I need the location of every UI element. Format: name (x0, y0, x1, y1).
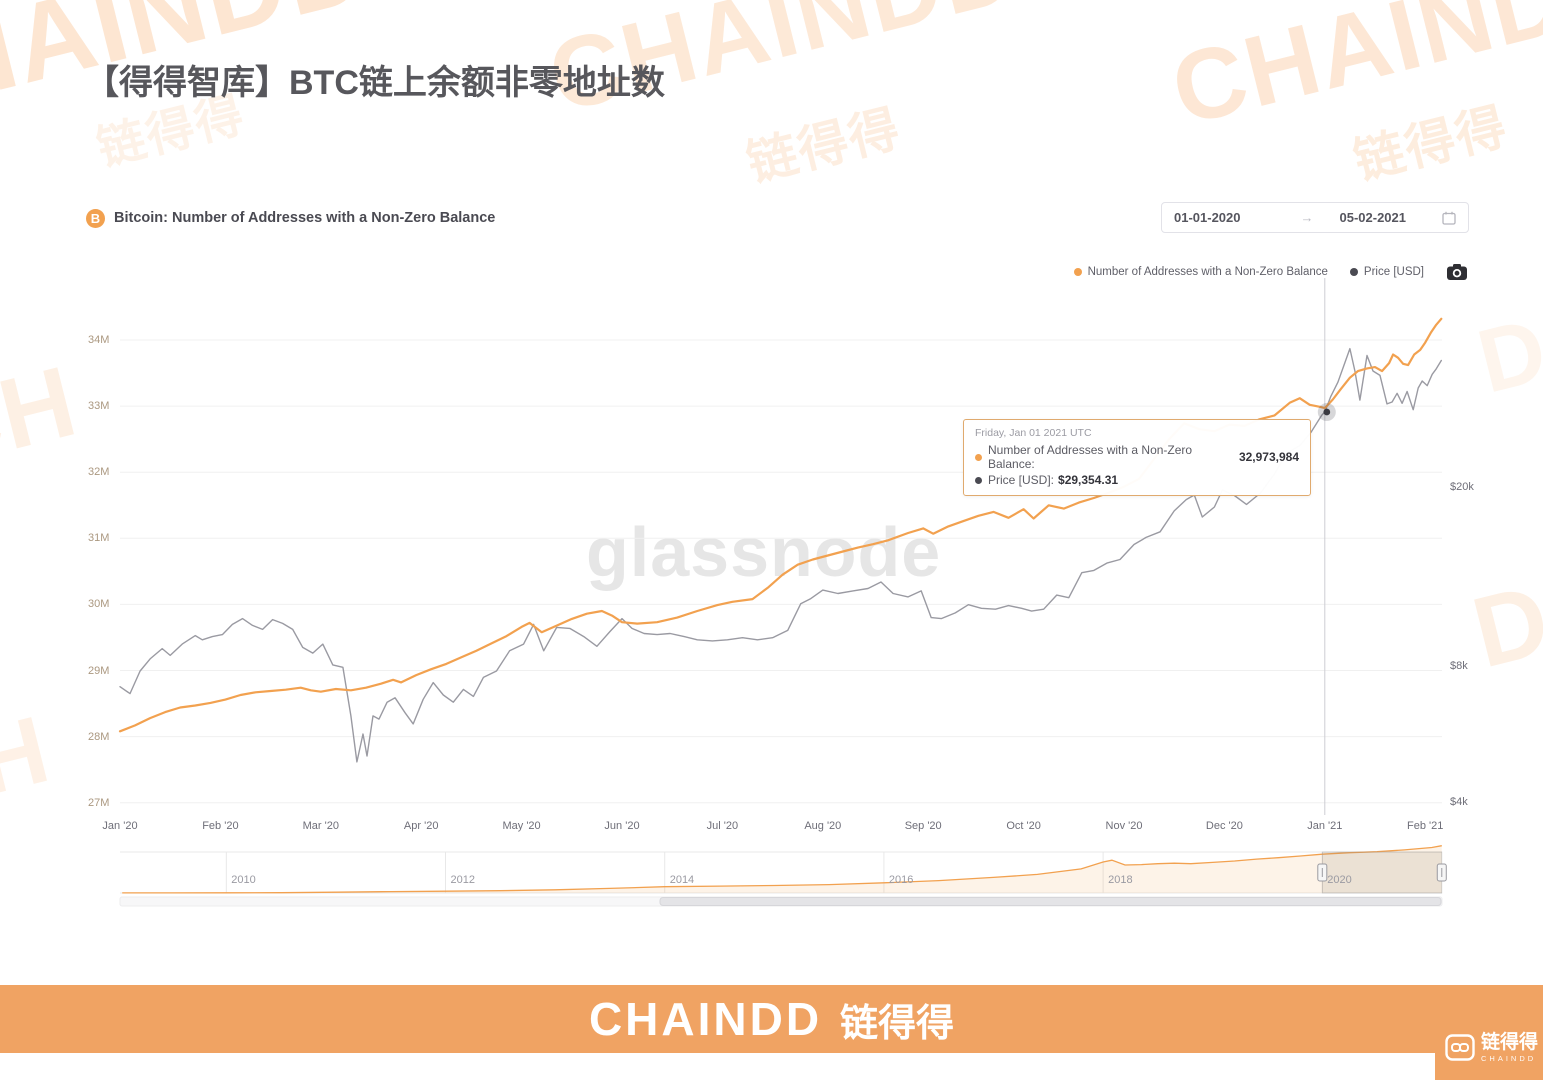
corner-logo: 链得得 CHAINDD (1435, 1015, 1543, 1080)
xlab: Oct '20 (1006, 820, 1041, 832)
page-title: 【得得智库】BTC链上余额非零地址数 (85, 64, 665, 102)
xlab: May '20 (502, 820, 541, 832)
camera-export-button[interactable] (1446, 263, 1468, 281)
xlab: Sep '20 (904, 820, 942, 832)
xlab: Mar '20 (302, 820, 339, 832)
footer-brand-cjk: 链得得 (840, 1002, 955, 1045)
mini-year: 2016 (888, 874, 914, 886)
mini-year: 2018 (1108, 874, 1133, 886)
ylab-right: $4k (1450, 795, 1468, 808)
tooltip-row-price: Price [USD]: $29,354.31 (975, 473, 1299, 487)
corner-logo-cjk: 链得得 (1481, 1031, 1539, 1053)
mini-year: 2020 (1327, 874, 1352, 886)
date-range-picker[interactable]: 01-01-2020 → 05-02-2021 (1161, 202, 1469, 233)
ylab-left: 32M (88, 466, 110, 479)
ylab-left: 33M (88, 400, 110, 413)
chain-logo-icon (1445, 1034, 1475, 1061)
legend-item-addresses[interactable]: Number of Addresses with a Non-Zero Bala… (1073, 266, 1328, 278)
xlab: Apr '20 (403, 820, 439, 832)
mini-year: 2014 (669, 874, 695, 886)
xlab: Aug '20 (804, 820, 842, 832)
xlab: Feb '21 (1407, 820, 1444, 832)
xlab: Jul '20 (706, 820, 739, 832)
chart-title: Bitcoin: Number of Addresses with a Non-… (114, 210, 496, 226)
tooltip-dot-price-icon (975, 476, 982, 484)
footer-brand-bar: CHAINDD 链得得 (0, 985, 1543, 1053)
legend-item-price[interactable]: Price [USD] (1349, 266, 1424, 278)
ylab-left: 34M (88, 334, 110, 346)
minimap-brush-handle-right[interactable] (1436, 863, 1447, 882)
ylab-right: $8k (1450, 660, 1468, 673)
ylab-right: $20k (1450, 481, 1474, 493)
corner-logo-latin: CHAINDD (1481, 1053, 1537, 1063)
minimap-selection-brush (1321, 851, 1443, 894)
scrollbar-thumb (659, 897, 1442, 906)
hover-marker-dot (1323, 408, 1331, 416)
ylab-left: 29M (88, 664, 110, 677)
addresses-series-line (118, 317, 1443, 733)
date-range-start[interactable]: 01-01-2020 (1174, 210, 1241, 225)
bitcoin-icon: B (86, 208, 105, 228)
xlab: Jan '21 (1307, 820, 1343, 832)
tooltip-date: Friday, Jan 01 2021 UTC (975, 427, 1092, 439)
legend-dot-price-icon (1349, 268, 1358, 276)
calendar-icon[interactable] (1442, 211, 1456, 225)
minimap-line (122, 845, 1442, 894)
mini-year: 2012 (450, 874, 475, 886)
tooltip-row-addresses: Number of Addresses with a Non-Zero Bala… (975, 443, 1299, 471)
mini-year: 2010 (231, 874, 256, 886)
ylab-left: 31M (88, 532, 110, 545)
xlab: Dec '20 (1205, 820, 1243, 832)
ylab-left: 28M (88, 730, 110, 743)
footer-brand-latin: CHAINDD (588, 993, 823, 1045)
tooltip-dot-addresses-icon (975, 453, 982, 461)
chart-header: B Bitcoin: Number of Addresses with a No… (86, 202, 495, 234)
minimap-area (122, 845, 1442, 893)
date-range-arrow-icon: → (1300, 210, 1314, 225)
xlab: Feb '20 (202, 820, 239, 832)
xlab: Jan '20 (102, 820, 138, 832)
xlab: Nov '20 (1105, 820, 1143, 832)
ylab-left: 27M (88, 796, 110, 809)
chart-legend: Number of Addresses with a Non-Zero Bala… (1073, 263, 1468, 281)
chart-tooltip: Friday, Jan 01 2021 UTC Number of Addres… (963, 419, 1311, 496)
legend-dot-addresses-icon (1073, 268, 1082, 276)
ylab-left: 30M (88, 598, 110, 611)
price-series-line (119, 347, 1443, 763)
date-range-end[interactable]: 05-02-2021 (1339, 210, 1407, 225)
xlab: Jun '20 (604, 820, 640, 832)
minimap-brush-handle-left[interactable] (1317, 863, 1328, 882)
